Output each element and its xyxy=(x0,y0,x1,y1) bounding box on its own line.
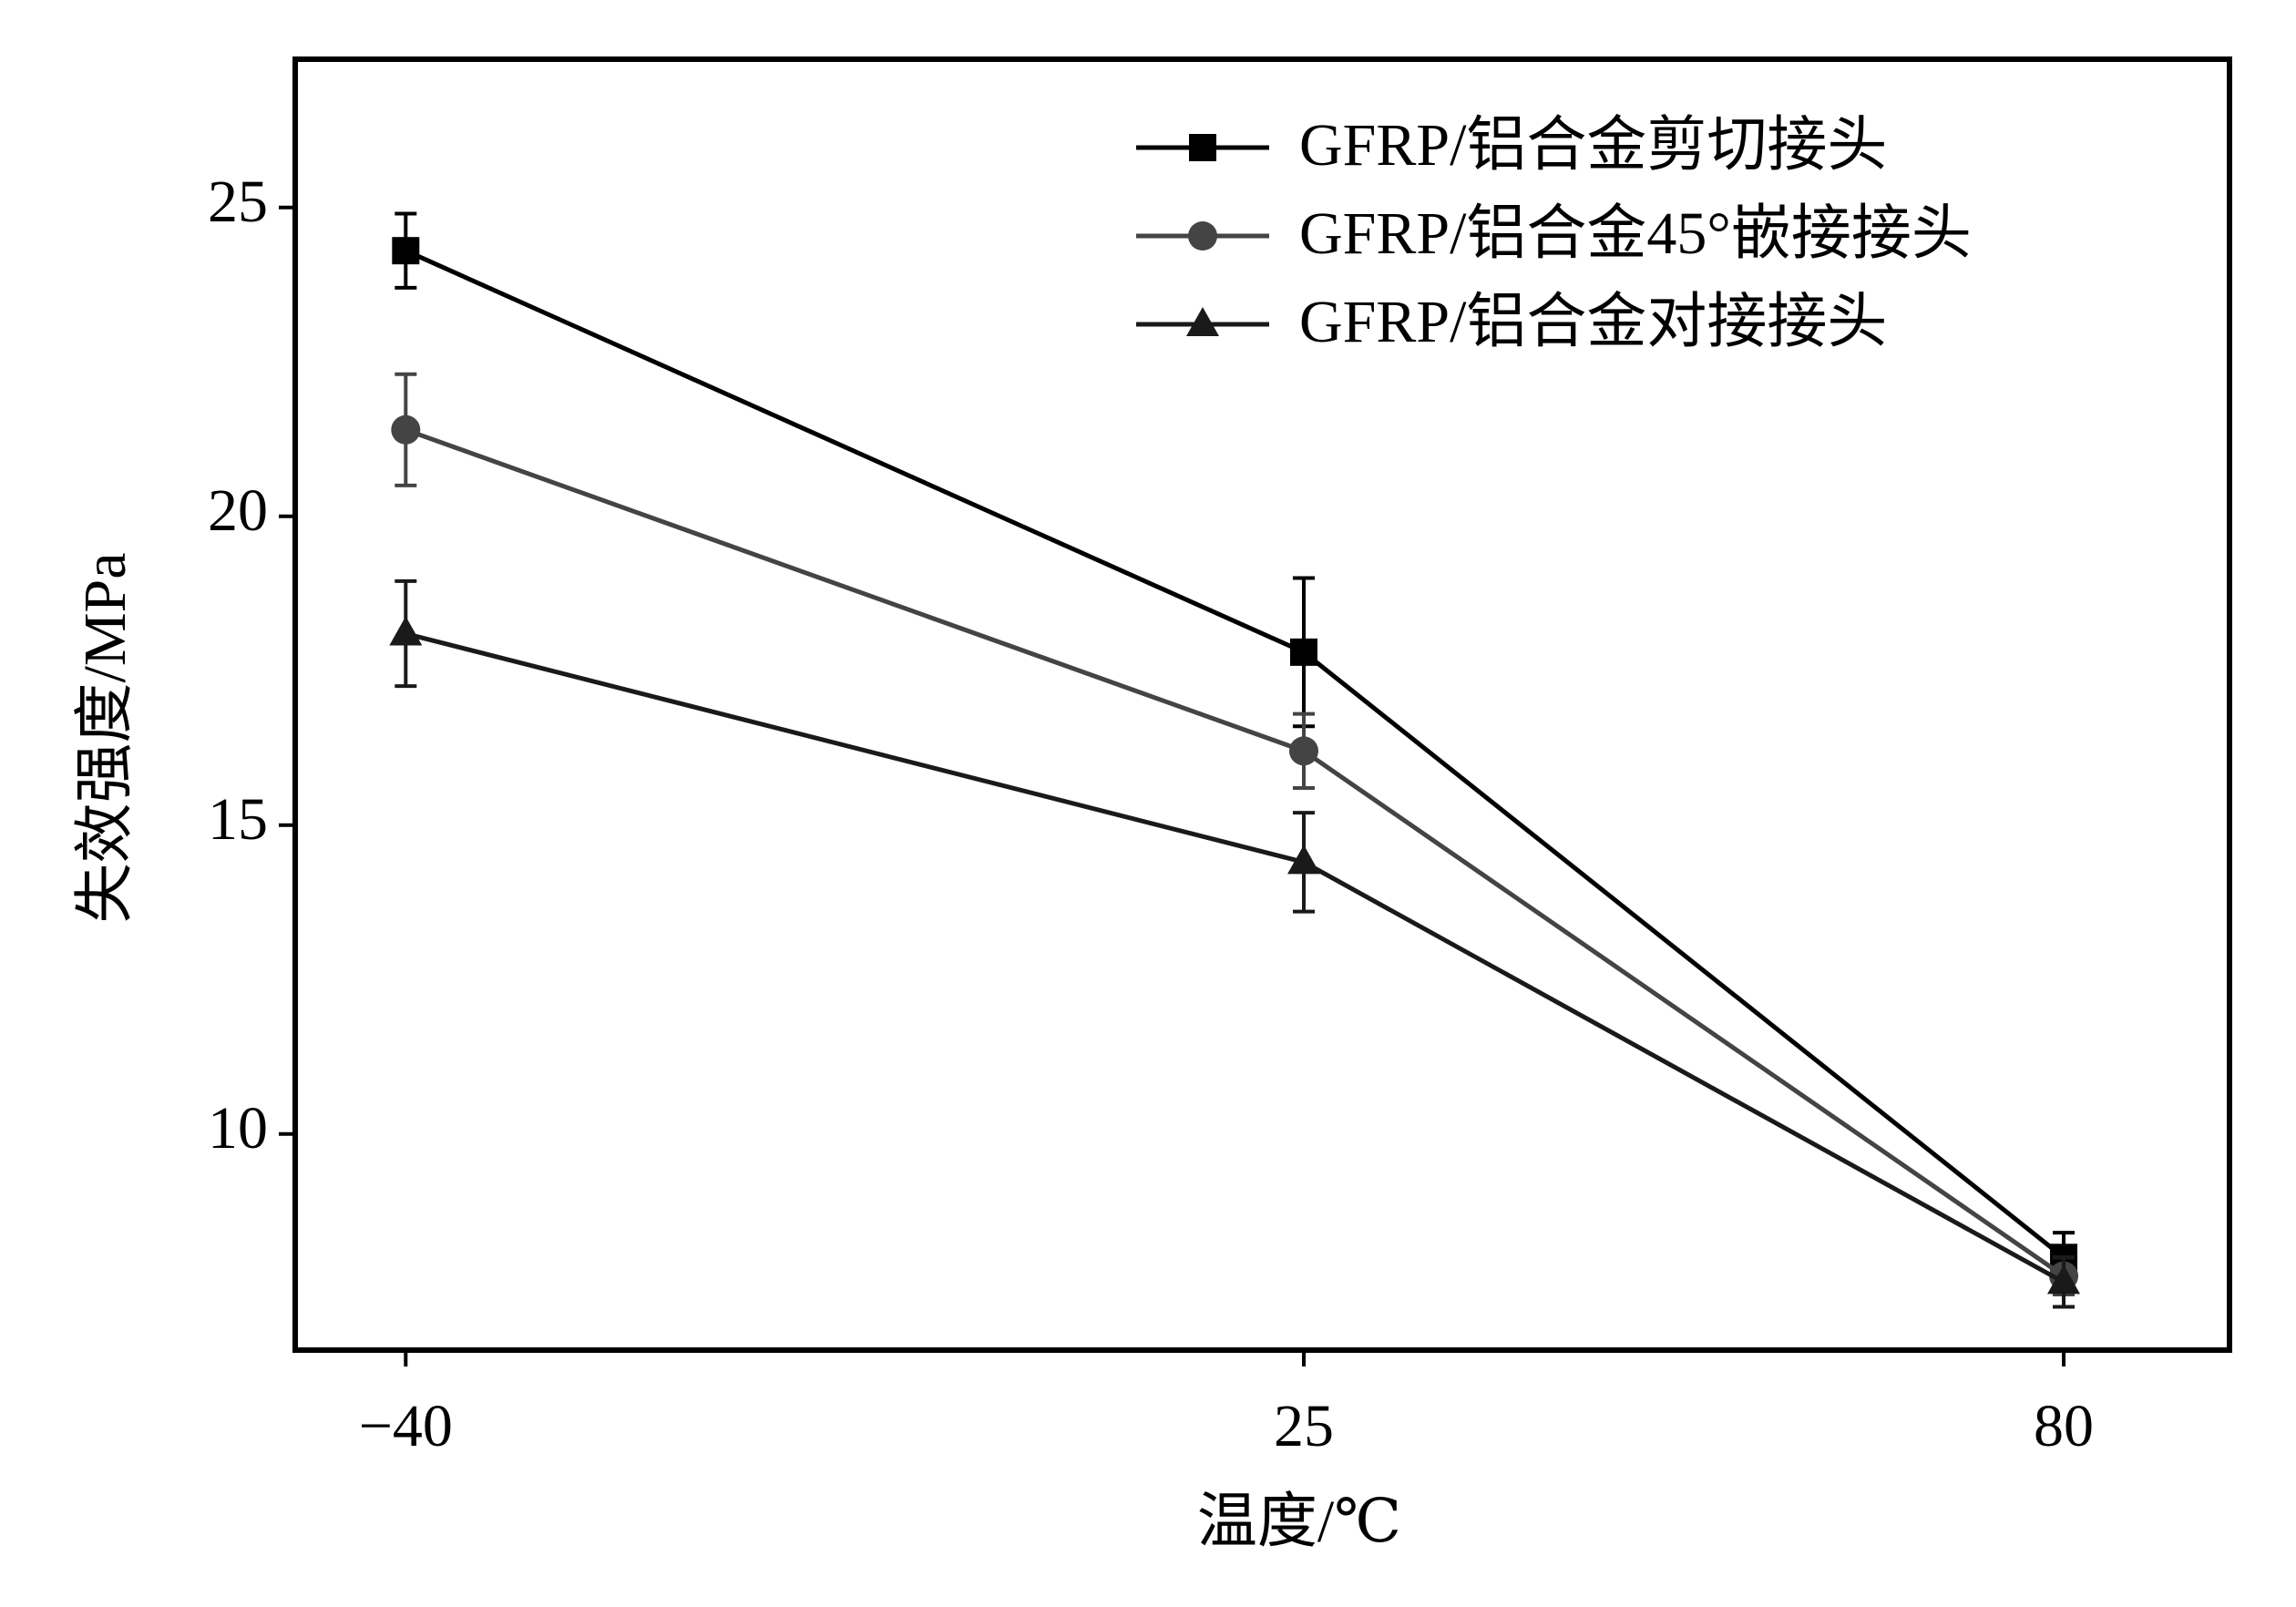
marker xyxy=(2047,1264,2081,1295)
x-tick-label: 25 xyxy=(1274,1393,1334,1459)
legend-marker xyxy=(1189,134,1216,161)
x-axis-label: 温度/℃ xyxy=(1197,1489,1401,1555)
legend-label: GFRP/铝合金对接接头 xyxy=(1299,289,1887,355)
x-tick-label: −40 xyxy=(359,1393,453,1459)
plot-frame xyxy=(292,56,2232,1353)
y-axis-label: 失效强度/MPa xyxy=(72,552,138,923)
legend-label: GFRP/铝合金剪切接头 xyxy=(1299,112,1887,179)
marker xyxy=(391,415,421,445)
y-tick-label: 10 xyxy=(208,1095,268,1162)
x-tick-label: 80 xyxy=(2034,1393,2094,1459)
legend-label: GFRP/铝合金45°嵌接接头 xyxy=(1299,200,1972,267)
legend-marker xyxy=(1186,307,1219,336)
marker xyxy=(1288,736,1318,766)
marker xyxy=(1286,844,1320,875)
legend-marker xyxy=(1188,221,1217,251)
y-tick-label: 20 xyxy=(208,477,268,544)
marker xyxy=(389,616,423,646)
marker xyxy=(392,237,420,265)
y-tick-label: 15 xyxy=(208,786,268,853)
y-tick-label: 25 xyxy=(208,169,268,235)
marker xyxy=(1289,638,1317,666)
